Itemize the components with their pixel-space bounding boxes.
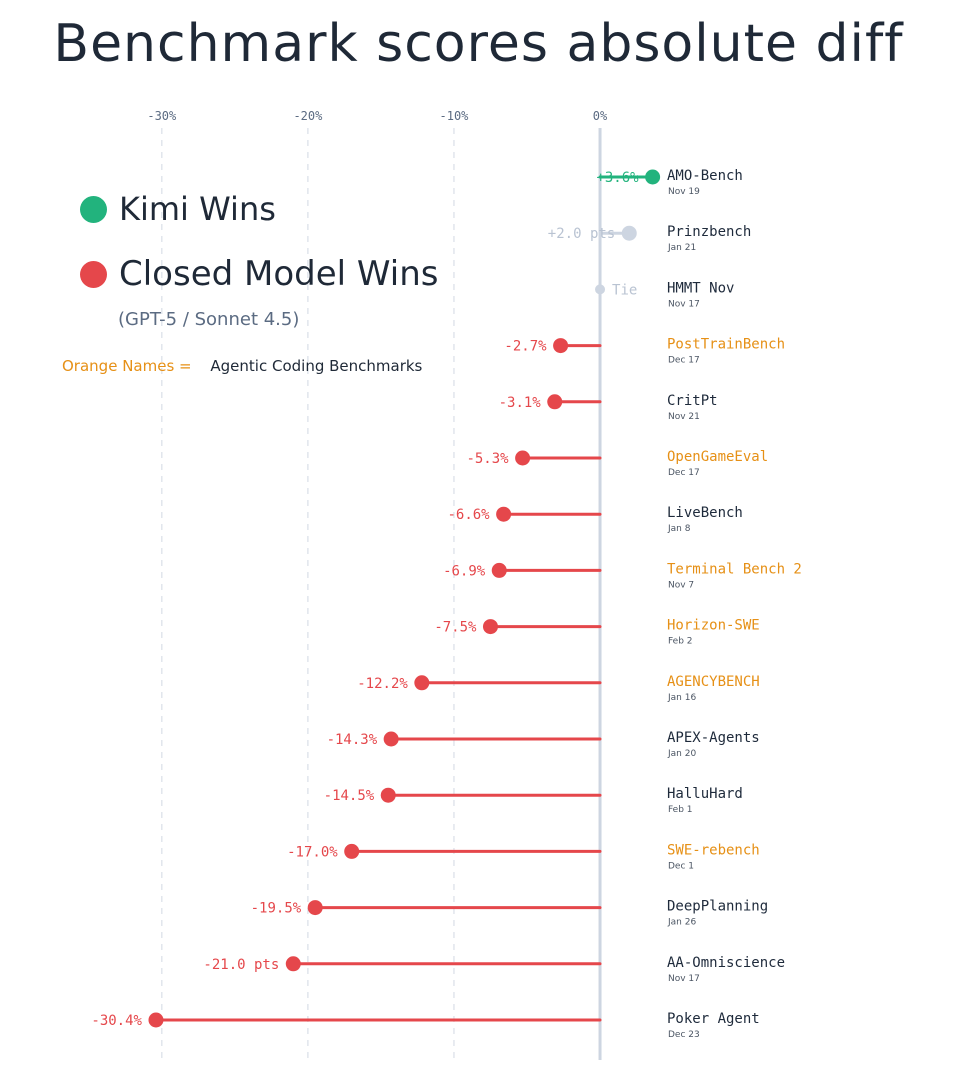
benchmark-name: Terminal Bench 2 bbox=[667, 561, 802, 577]
x-tick-label: 0% bbox=[593, 109, 608, 123]
x-tick-label: -30% bbox=[147, 109, 177, 123]
x-tick-label: -20% bbox=[293, 109, 323, 123]
legend-closed-dot bbox=[80, 260, 107, 288]
data-point bbox=[148, 1012, 164, 1028]
data-point bbox=[285, 956, 301, 972]
data-label: -14.3% bbox=[327, 732, 378, 748]
data-point bbox=[515, 450, 531, 466]
benchmark-name: LiveBench bbox=[667, 505, 743, 521]
legend-closed-label: Closed Model Wins bbox=[119, 254, 439, 294]
data-point bbox=[595, 284, 606, 295]
data-point bbox=[553, 338, 569, 354]
data-label: -6.9% bbox=[443, 563, 486, 579]
benchmark-date: Dec 23 bbox=[668, 1030, 700, 1040]
benchmark-name: AA-Omniscience bbox=[667, 955, 785, 971]
legend-note: Orange Names = Agentic Coding Benchmarks bbox=[62, 357, 422, 375]
benchmark-name: PostTrainBench bbox=[667, 337, 785, 353]
data-label: -30.4% bbox=[91, 1013, 142, 1029]
benchmark-name: AMO-Bench bbox=[667, 168, 743, 184]
data-label: -7.5% bbox=[434, 620, 477, 636]
data-point bbox=[645, 169, 661, 185]
data-point bbox=[414, 675, 430, 691]
data-label: -21.0 pts bbox=[203, 957, 279, 973]
data-point bbox=[547, 394, 563, 410]
benchmark-date: Dec 1 bbox=[668, 861, 694, 871]
benchmark-date: Nov 17 bbox=[668, 974, 700, 984]
benchmark-date: Jan 21 bbox=[667, 243, 696, 253]
benchmark-name: Horizon-SWE bbox=[667, 618, 760, 634]
benchmark-name: SWE-rebench bbox=[667, 842, 760, 858]
data-point bbox=[482, 619, 498, 635]
page-title: Benchmark scores absolute diff bbox=[53, 14, 904, 74]
legend-note-desc: Agentic Coding Benchmarks bbox=[210, 357, 423, 375]
benchmark-date: Jan 20 bbox=[667, 749, 696, 759]
data-label: -17.0% bbox=[287, 844, 338, 860]
benchmark-date: Feb 1 bbox=[668, 805, 693, 815]
benchmark-date: Feb 2 bbox=[668, 637, 693, 647]
data-label: -12.2% bbox=[357, 676, 408, 692]
data-label: -5.3% bbox=[466, 451, 509, 467]
benchmark-date: Nov 19 bbox=[668, 187, 700, 197]
benchmark-date: Nov 7 bbox=[668, 580, 694, 590]
data-label: Tie bbox=[612, 282, 637, 298]
data-label: -19.5% bbox=[251, 901, 302, 917]
data-point bbox=[344, 843, 360, 859]
benchmark-name: DeepPlanning bbox=[667, 899, 768, 915]
data-label: -2.7% bbox=[504, 339, 547, 355]
benchmark-date: Jan 8 bbox=[667, 524, 691, 534]
benchmark-name: Prinzbench bbox=[667, 224, 751, 240]
data-point bbox=[380, 787, 396, 803]
data-point bbox=[621, 225, 637, 241]
benchmark-name: APEX-Agents bbox=[667, 730, 760, 746]
benchmark-date: Jan 26 bbox=[667, 918, 696, 928]
data-label: -14.5% bbox=[324, 788, 375, 804]
benchmark-date: Nov 17 bbox=[668, 299, 700, 309]
legend-closed: Closed Model Wins bbox=[80, 254, 438, 294]
data-point bbox=[496, 506, 512, 522]
benchmark-name: CritPt bbox=[667, 393, 718, 409]
data-label: -3.1% bbox=[499, 395, 542, 411]
benchmark-name: HMMT Nov bbox=[667, 280, 734, 296]
benchmark-date: Dec 17 bbox=[668, 356, 700, 366]
data-point bbox=[383, 731, 399, 747]
benchmark-name: OpenGameEval bbox=[667, 449, 768, 465]
data-label: +3.6% bbox=[596, 170, 639, 186]
x-tick-label: -10% bbox=[440, 109, 470, 123]
legend-kimi-label: Kimi Wins bbox=[119, 190, 276, 228]
benchmark-name: AGENCYBENCH bbox=[667, 674, 760, 690]
data-point bbox=[307, 900, 323, 916]
legend-kimi: Kimi Wins bbox=[80, 190, 276, 228]
benchmark-date: Dec 17 bbox=[668, 468, 700, 478]
benchmark-date: Nov 21 bbox=[668, 412, 700, 422]
legend-closed-subtitle: (GPT-5 / Sonnet 4.5) bbox=[118, 309, 300, 330]
benchmark-date: Jan 16 bbox=[667, 693, 696, 703]
benchmark-name: Poker Agent bbox=[667, 1011, 760, 1027]
legend-note-key: Orange Names = bbox=[62, 357, 192, 375]
data-point bbox=[491, 562, 507, 578]
data-label: +2.0 pts bbox=[548, 226, 615, 242]
legend-kimi-dot bbox=[80, 195, 107, 223]
benchmark-name: HalluHard bbox=[667, 786, 743, 802]
data-label: -6.6% bbox=[447, 507, 490, 523]
